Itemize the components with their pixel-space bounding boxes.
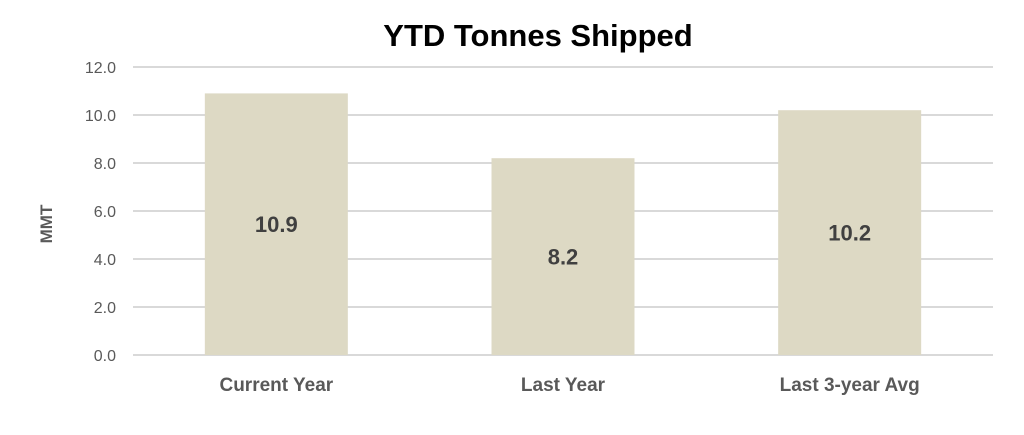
x-category-label: Last Year (521, 375, 606, 396)
y-tick-label: 6.0 (94, 204, 116, 221)
y-tick-label: 4.0 (94, 252, 116, 269)
bar-value-label: 10.9 (255, 212, 298, 237)
bars (204, 93, 922, 356)
y-tick-label: 12.0 (85, 60, 116, 77)
x-category-label: Last 3-year Avg (780, 375, 920, 396)
x-category-label: Current Year (219, 375, 333, 396)
y-axis-title: MMT (37, 204, 56, 243)
bar (204, 93, 348, 356)
y-tick-label: 2.0 (94, 300, 116, 317)
data-labels: 10.9 8.2 10.2 (255, 212, 871, 269)
y-tick-label: 0.0 (94, 348, 116, 365)
y-tick-label: 8.0 (94, 156, 116, 173)
x-axis-categories: Current Year Last Year Last 3-year Avg (219, 375, 919, 396)
bar (778, 110, 922, 355)
y-axis-ticks: 0.0 2.0 4.0 6.0 8.0 10.0 12.0 (85, 60, 116, 365)
bar-value-label: 10.2 (828, 221, 871, 246)
bar (491, 158, 635, 355)
y-tick-label: 10.0 (85, 108, 116, 125)
bar-value-label: 8.2 (548, 245, 579, 270)
chart-title: YTD Tonnes Shipped (383, 18, 692, 53)
